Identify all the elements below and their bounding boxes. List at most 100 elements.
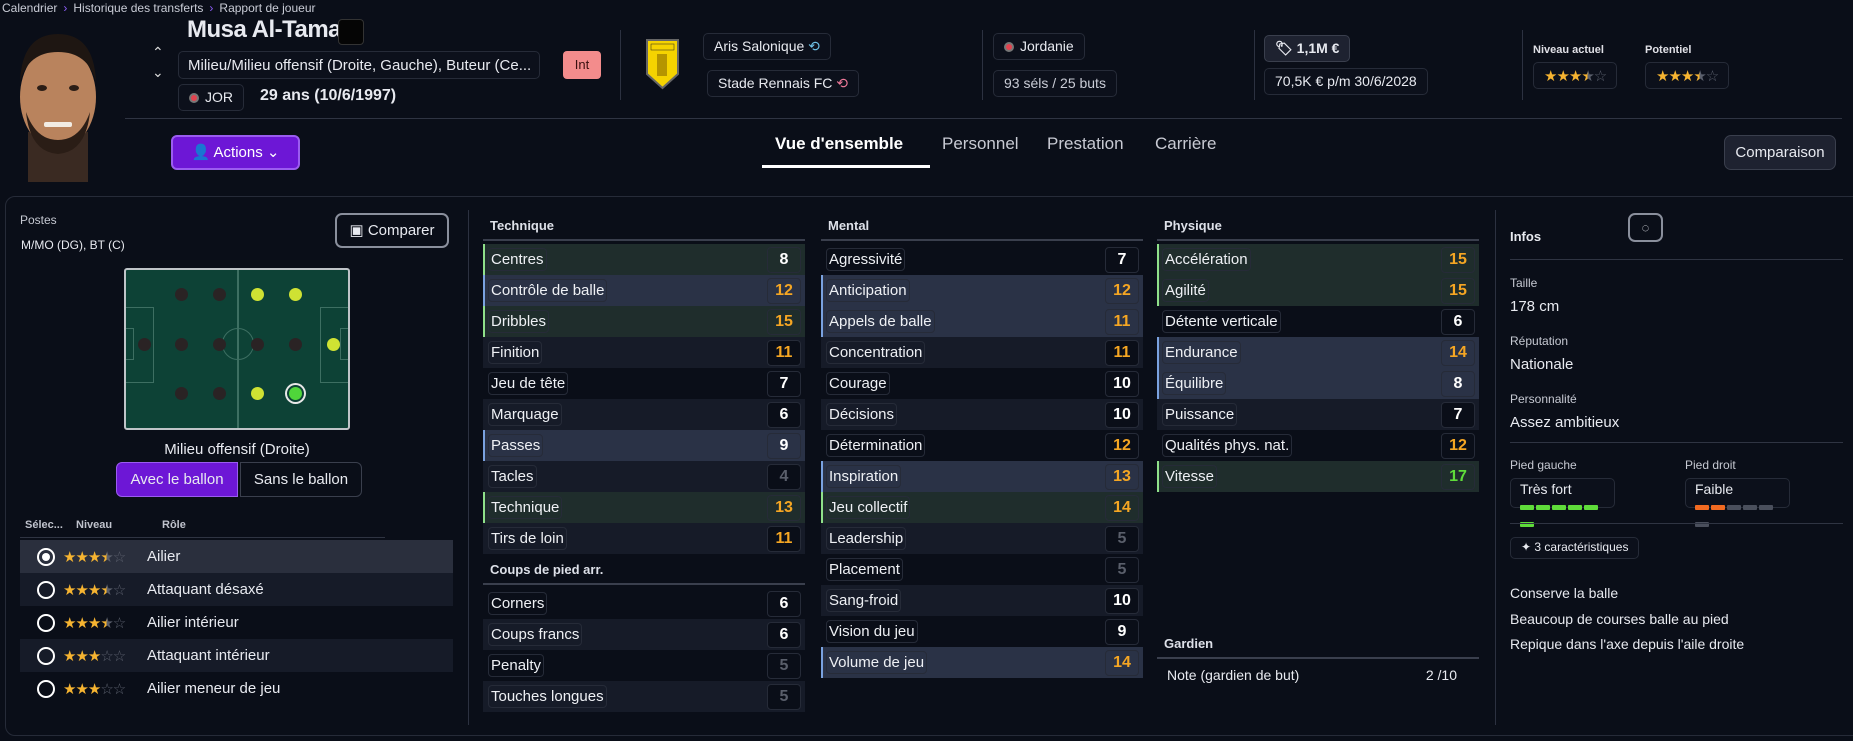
attribute-row[interactable]: Leadership 5 [821, 523, 1143, 554]
role-row[interactable]: ★★★☆☆ Attaquant intérieur [20, 639, 453, 672]
breadcrumb-item[interactable]: Historique des transferts [73, 1, 204, 15]
role-name: Ailier meneur de jeu [147, 680, 281, 697]
previous-player-icon[interactable]: ⌃ [152, 44, 164, 60]
attribute-row[interactable]: Jeu collectif 14 [821, 492, 1143, 523]
traits-chip[interactable]: ✦ 3 caractéristiques [1510, 537, 1640, 559]
attribute-value: 17 [1441, 463, 1475, 490]
attribute-row[interactable]: Finition 11 [483, 337, 805, 368]
position-dot[interactable] [174, 287, 188, 301]
club-chip[interactable]: Aris Salonique ⟲ [703, 33, 831, 60]
with-ball-toggle[interactable]: Avec le ballon [116, 462, 238, 497]
attribute-name: Vitesse [1162, 465, 1217, 488]
position-dot[interactable] [212, 287, 226, 301]
foot-meter-segment [1520, 505, 1534, 510]
attribute-name: Volume de jeu [826, 651, 928, 674]
attribute-row[interactable]: Jeu de tête 7 [483, 368, 805, 399]
attribute-name: Vision du jeu [826, 620, 918, 643]
attribute-row[interactable]: Penalty 5 [483, 650, 805, 681]
position-dot[interactable] [250, 287, 264, 301]
attribute-row[interactable]: Puissance 7 [1157, 399, 1479, 430]
breadcrumb-item[interactable]: Calendrier [2, 1, 58, 15]
comparison-button[interactable]: Comparaison [1724, 135, 1836, 170]
actions-button[interactable]: 👤 Actions ⌄ [171, 135, 300, 170]
attribute-row[interactable]: Endurance 14 [1157, 337, 1479, 368]
attribute-value: 12 [1441, 432, 1475, 459]
position-dot[interactable] [288, 337, 302, 351]
attribute-row[interactable]: Vision du jeu 9 [821, 616, 1143, 647]
attribute-row[interactable]: Appels de balle 11 [821, 306, 1143, 337]
position-dot[interactable] [212, 386, 226, 400]
attribute-row[interactable]: Technique 13 [483, 492, 805, 523]
role-stars: ★★★☆☆ [63, 647, 126, 665]
attribute-row[interactable]: Décisions 10 [821, 399, 1143, 430]
tab-performance[interactable]: Prestation [1047, 134, 1124, 153]
attribute-row[interactable]: Placement 5 [821, 554, 1143, 585]
role-row[interactable]: ★★★★☆ Attaquant désaxé [20, 573, 453, 606]
attribute-value: 9 [1105, 618, 1139, 645]
divider [1522, 30, 1523, 100]
without-ball-toggle[interactable]: Sans le ballon [240, 462, 362, 497]
caps-chip: 93 séls / 25 buts [993, 70, 1117, 97]
position-pitch[interactable] [124, 268, 350, 430]
attribute-row[interactable]: Centres 8 [483, 244, 805, 275]
personality-icon-button[interactable]: ◌ [1628, 213, 1663, 242]
position-dot[interactable] [137, 337, 151, 351]
attribute-row[interactable]: Contrôle de balle 12 [483, 275, 805, 306]
role-row[interactable]: ★★★☆☆ Ailier meneur de jeu [20, 672, 453, 705]
position-dot[interactable] [326, 337, 340, 351]
position-dot[interactable] [174, 386, 188, 400]
attribute-row[interactable]: Agilité 15 [1157, 275, 1479, 306]
compare-button[interactable]: ▣ Comparer [335, 213, 449, 248]
attribute-row[interactable]: Courage 10 [821, 368, 1143, 399]
attribute-row[interactable]: Vitesse 17 [1157, 461, 1479, 492]
attribute-row[interactable]: Équilibre 8 [1157, 368, 1479, 399]
attribute-row[interactable]: Touches longues 5 [483, 681, 805, 712]
col-header-level[interactable]: Niveau [76, 519, 113, 531]
attribute-row[interactable]: Détente verticale 6 [1157, 306, 1479, 337]
group-title: Gardien [1157, 629, 1479, 659]
role-radio[interactable] [37, 646, 55, 665]
foot-meter-segment [1552, 505, 1566, 510]
attribute-row[interactable]: Concentration 11 [821, 337, 1143, 368]
attribute-row[interactable]: Détermination 12 [821, 430, 1143, 461]
attribute-value: 5 [1105, 556, 1139, 583]
attribute-row[interactable]: Qualités phys. nat. 12 [1157, 430, 1479, 461]
role-radio[interactable] [37, 580, 55, 599]
national-team-chip[interactable]: Jordanie [993, 33, 1085, 60]
attribute-name: Détermination [826, 434, 926, 457]
divider [468, 210, 469, 725]
position-dot[interactable] [250, 337, 264, 351]
nationality-chip[interactable]: JOR [178, 84, 244, 111]
position-dot[interactable] [288, 386, 302, 400]
position-dot[interactable] [212, 337, 226, 351]
attribute-row[interactable]: Dribbles 15 [483, 306, 805, 337]
attribute-row[interactable]: Agressivité 7 [821, 244, 1143, 275]
col-header-role[interactable]: Rôle [162, 519, 186, 531]
role-radio[interactable] [37, 547, 55, 566]
attribute-row[interactable]: Anticipation 12 [821, 275, 1143, 306]
tab-career[interactable]: Carrière [1155, 134, 1217, 153]
tab-personal[interactable]: Personnel [942, 134, 1019, 153]
attribute-row[interactable]: Sang-froid 10 [821, 585, 1143, 616]
attribute-row[interactable]: Tacles 4 [483, 461, 805, 492]
role-row[interactable]: ★★★★☆ Ailier intérieur [20, 606, 453, 639]
attribute-row[interactable]: Inspiration 13 [821, 461, 1143, 492]
attribute-row[interactable]: Tirs de loin 11 [483, 523, 805, 554]
attribute-row[interactable]: Accélération 15 [1157, 244, 1479, 275]
attribute-row[interactable]: Passes 9 [483, 430, 805, 461]
tab-overview[interactable]: Vue d'ensemble [775, 134, 904, 153]
role-row[interactable]: ★★★★☆ Ailier [20, 540, 453, 573]
attribute-row[interactable]: Marquage 6 [483, 399, 805, 430]
attribute-row[interactable]: Volume de jeu 14 [821, 647, 1143, 678]
attribute-row[interactable]: Corners 6 [483, 588, 805, 619]
attribute-row[interactable]: Coups francs 6 [483, 619, 805, 650]
player-photo [20, 34, 96, 182]
attribute-name: Agilité [1162, 279, 1209, 302]
position-dot[interactable] [250, 386, 264, 400]
position-dot[interactable] [288, 287, 302, 301]
role-radio[interactable] [37, 613, 55, 632]
role-radio[interactable] [37, 679, 55, 698]
position-dot[interactable] [174, 337, 188, 351]
parent-club-chip[interactable]: Stade Rennais FC ⟲ [707, 70, 860, 97]
next-player-icon[interactable]: ⌄ [152, 64, 164, 80]
